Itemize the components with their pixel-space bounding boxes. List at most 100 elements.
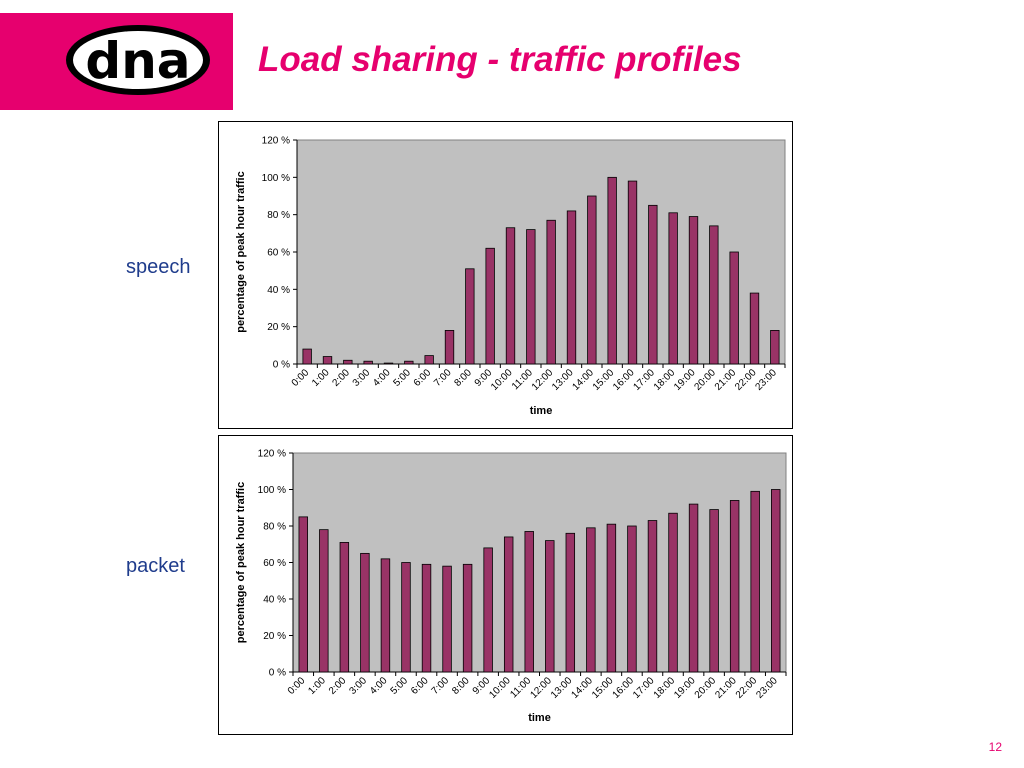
packet-bar (750, 490, 760, 673)
packet-y-tick-label: 40 % (263, 595, 286, 606)
slide-title: Load sharing - traffic profiles (258, 40, 742, 79)
packet-x-tick-label: 14:00 (569, 675, 595, 701)
speech-x-tick-label: 21:00 (713, 367, 739, 393)
packet-bar (442, 565, 452, 673)
speech-x-tick-label: 10:00 (489, 367, 515, 393)
speech-y-tick-label: 60 % (267, 248, 290, 259)
packet-y-tick-label: 0 % (269, 668, 286, 679)
packet-bar (709, 509, 719, 673)
speech-bar (668, 212, 678, 365)
speech-bar (444, 329, 455, 365)
speech-bar (383, 362, 394, 365)
speech-bar (546, 219, 556, 365)
speech-y-tick-label: 40 % (267, 285, 290, 296)
packet-bar (771, 489, 781, 673)
packet-bar (462, 563, 473, 673)
speech-x-tick-label: 16:00 (611, 367, 637, 393)
speech-x-tick-label: 12:00 (530, 367, 556, 393)
packet-x-tick-label: 19:00 (672, 675, 698, 701)
speech-bar (526, 229, 536, 365)
packet-bar (545, 540, 555, 673)
speech-x-tick-label: 5:00 (391, 367, 413, 389)
speech-bar (465, 268, 475, 365)
speech-bar (627, 180, 638, 365)
packet-x-tick-label: 21:00 (713, 675, 739, 701)
packet-bar (360, 552, 370, 673)
speech-x-tick-label: 0:00 (290, 367, 312, 389)
speech-x-tick-label: 7:00 (432, 367, 454, 389)
speech-x-tick-label: 14:00 (570, 367, 596, 393)
packet-x-tick-label: 1:00 (306, 675, 328, 697)
packet-label: packet (126, 555, 185, 577)
speech-bar (404, 360, 414, 365)
speech-bar (485, 247, 495, 365)
packet-y-tick-label: 120 % (258, 449, 286, 460)
packet-x-tick-label: 15:00 (590, 675, 616, 701)
packet-bar (647, 520, 658, 673)
speech-chart: 0 % 20 % 40 % 60 % 80 % 100 % 120 % 0:00 1:00 2:0… (218, 121, 793, 429)
packet-x-tick-label: 17:00 (631, 675, 657, 701)
speech-x-tick-label: 4:00 (371, 367, 393, 389)
speech-plot-area (296, 139, 786, 365)
packet-x-tick-label: 3:00 (347, 675, 369, 697)
packet-bar (339, 542, 350, 673)
speech-bar (424, 355, 434, 365)
packet-bar (606, 523, 617, 673)
speech-x-tick-label: 2:00 (330, 367, 352, 389)
speech-x-tick-label: 23:00 (753, 367, 779, 393)
packet-x-tick-label: 5:00 (389, 675, 411, 697)
packet-bar (586, 527, 596, 673)
speech-chart-svg: 0 % 20 % 40 % 60 % 80 % 100 % 120 % 0:001:002:0… (235, 136, 786, 417)
speech-bar (587, 195, 597, 365)
speech-bar (770, 329, 780, 365)
packet-x-tick-label: 11:00 (508, 675, 533, 700)
packet-plot-area (292, 452, 787, 673)
speech-y-tick-label: 0 % (273, 360, 290, 371)
speech-bar (505, 227, 516, 365)
speech-y-axis-label: percentage of peak hour traffic (235, 171, 247, 332)
packet-bar (421, 563, 432, 673)
packet-x-tick-label: 6:00 (409, 675, 431, 697)
packet-y-tick-label: 60 % (263, 558, 286, 569)
speech-bar (322, 356, 333, 365)
speech-y-tick-label: 100 % (262, 173, 290, 184)
packet-x-tick-label: 13:00 (549, 675, 575, 701)
packet-y-tick-label: 20 % (263, 631, 286, 642)
speech-x-tick-label: 15:00 (591, 367, 617, 393)
packet-bar (298, 516, 308, 673)
packet-x-tick-label: 7:00 (430, 675, 452, 697)
speech-bar (709, 225, 719, 365)
packet-x-tick-label: 0:00 (286, 675, 308, 697)
packet-x-tick-label: 22:00 (734, 675, 760, 701)
packet-bar (688, 503, 699, 673)
speech-bar (363, 360, 373, 365)
packet-x-axis-label: time (528, 712, 551, 724)
dna-logo-graphic: dna (66, 25, 210, 95)
speech-x-tick-label: 11:00 (510, 367, 535, 392)
speech-bar (302, 348, 312, 365)
packet-bar (565, 532, 576, 673)
speech-x-tick-label: 6:00 (412, 367, 434, 389)
speech-bar (688, 216, 699, 365)
packet-bar (729, 500, 740, 673)
packet-y-tick-label: 100 % (258, 485, 286, 496)
speech-y-tick-label: 80 % (267, 210, 290, 221)
packet-y-tick-label: 80 % (263, 522, 286, 533)
packet-y-axis-label: percentage of peak hour traffic (235, 482, 247, 643)
packet-bar (483, 547, 493, 673)
speech-label: speech (126, 256, 191, 278)
packet-x-tick-label: 12:00 (528, 675, 554, 701)
speech-x-tick-label: 13:00 (550, 367, 576, 393)
speech-x-tick-label: 3:00 (351, 367, 373, 389)
packet-x-tick-label: 10:00 (487, 675, 513, 701)
packet-x-tick-label: 20:00 (693, 675, 719, 701)
packet-chart-svg: 0 % 20 % 40 % 60 % 80 % 100 % 120 % 0:001:002:0… (235, 449, 787, 724)
dna-logo: dna (0, 13, 233, 110)
speech-y-tick-label: 120 % (262, 136, 290, 147)
packet-bar (668, 512, 678, 673)
packet-bar (319, 529, 329, 673)
page-number: 12 (988, 740, 1002, 754)
packet-bar (503, 536, 514, 673)
packet-x-tick-label: 8:00 (450, 675, 472, 697)
packet-bar (524, 531, 534, 673)
